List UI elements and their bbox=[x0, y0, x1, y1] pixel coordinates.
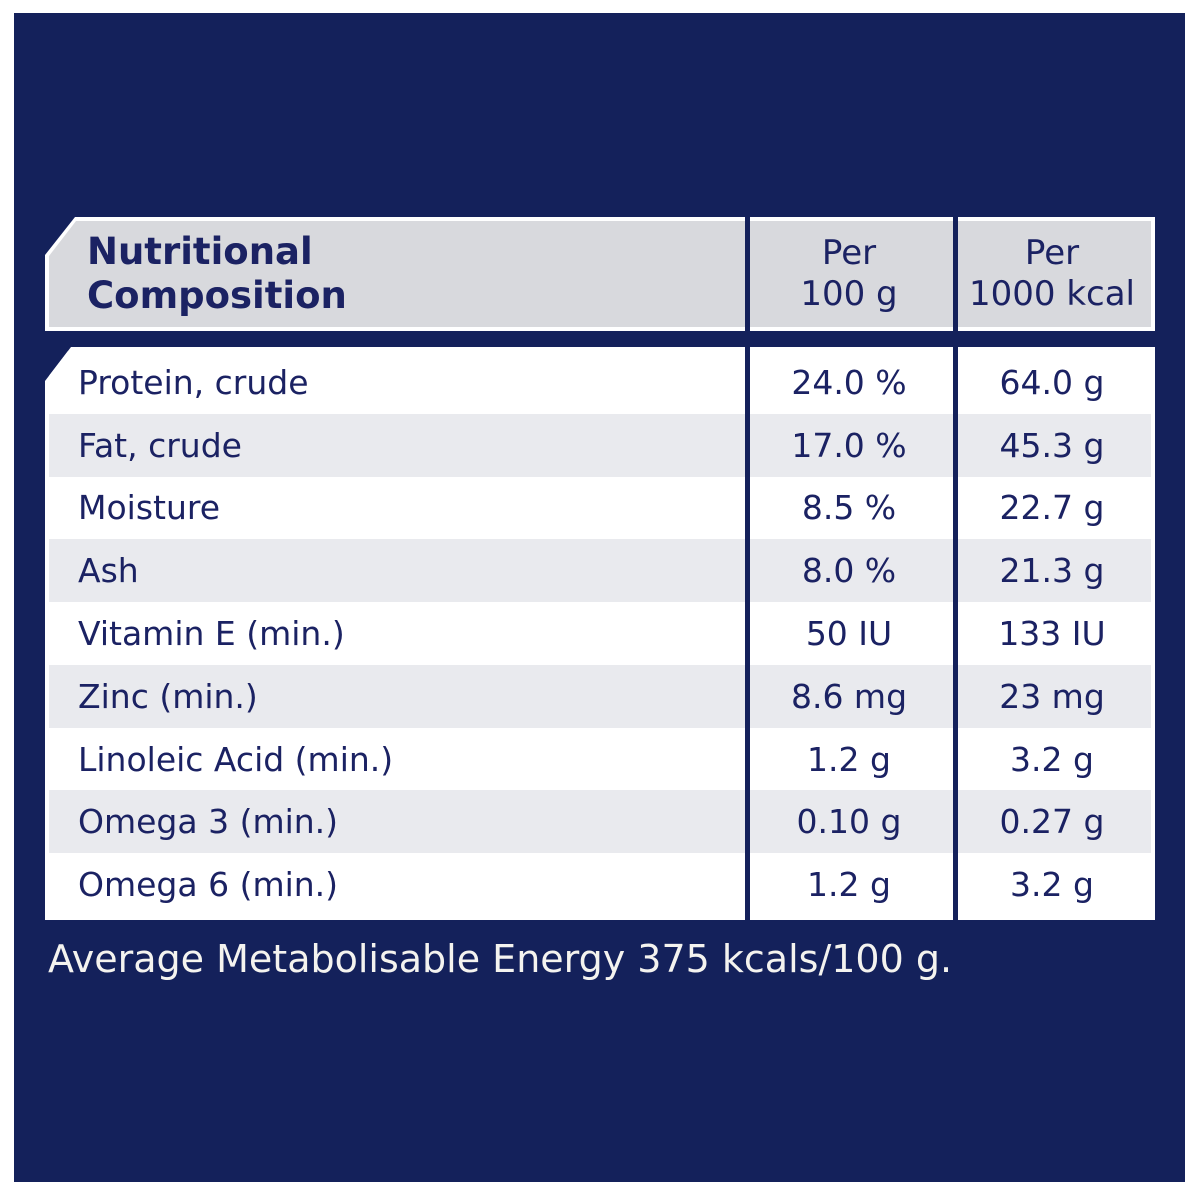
column-header-per-1000kcal: Per 1000 kcal bbox=[969, 232, 1135, 314]
row-per-1000kcal: 3.2 g bbox=[1010, 865, 1094, 905]
table-row: Ash 8.0 % 21.3 g bbox=[49, 539, 1151, 603]
table-row: Fat, crude 17.0 % 45.3 g bbox=[49, 413, 1151, 477]
row-per-100g: 1.2 g bbox=[807, 865, 891, 905]
table-rows: Protein, crude 24.0 % 64.0 g Fat, crude … bbox=[49, 351, 1151, 917]
metabolisable-energy-note: Average Metabolisable Energy 375 kcals/1… bbox=[48, 937, 953, 981]
row-per-100g: 8.0 % bbox=[801, 551, 897, 591]
table-header-inner: Nutritional Composition Per 100 g Per 10… bbox=[49, 221, 1151, 327]
column-header-per-100g: Per 100 g bbox=[800, 232, 898, 314]
body-column-divider-1 bbox=[745, 347, 750, 920]
table-title: Nutritional Composition bbox=[49, 230, 745, 317]
table-header: Nutritional Composition Per 100 g Per 10… bbox=[45, 217, 1155, 331]
row-per-100g: 24.0 % bbox=[791, 362, 907, 402]
row-per-100g: 8.6 mg bbox=[790, 676, 908, 716]
row-label: Moisture bbox=[78, 488, 221, 528]
table-row: Zinc (min.) 8.6 mg 23 mg bbox=[49, 664, 1151, 728]
row-per-1000kcal: 133 IU bbox=[998, 614, 1106, 654]
row-label: Zinc (min.) bbox=[78, 676, 258, 716]
body-column-divider-2 bbox=[953, 347, 958, 920]
row-per-100g: 17.0 % bbox=[791, 425, 907, 465]
row-per-100g: 50 IU bbox=[805, 614, 893, 654]
row-per-1000kcal: 64.0 g bbox=[999, 362, 1105, 402]
row-label: Fat, crude bbox=[78, 425, 242, 465]
row-per-1000kcal: 3.2 g bbox=[1010, 739, 1094, 779]
table-row: Omega 3 (min.) 0.10 g 0.27 g bbox=[49, 790, 1151, 854]
table-row: Vitamin E (min.) 50 IU 133 IU bbox=[49, 602, 1151, 665]
row-per-1000kcal: 22.7 g bbox=[999, 488, 1105, 528]
row-per-100g: 8.5 % bbox=[801, 488, 897, 528]
row-per-100g: 0.10 g bbox=[796, 802, 902, 842]
table-row: Linoleic Acid (min.) 1.2 g 3.2 g bbox=[49, 727, 1151, 791]
row-per-1000kcal: 0.27 g bbox=[999, 802, 1105, 842]
table-title-line1: Nutritional bbox=[87, 230, 313, 274]
row-label: Linoleic Acid (min.) bbox=[78, 739, 394, 779]
table-row: Moisture 8.5 % 22.7 g bbox=[49, 476, 1151, 540]
row-per-100g: 1.2 g bbox=[807, 739, 891, 779]
table-row: Protein, crude 24.0 % 64.0 g bbox=[49, 351, 1151, 414]
table-row: Omega 6 (min.) 1.2 g 3.2 g bbox=[49, 853, 1151, 917]
row-per-1000kcal: 21.3 g bbox=[999, 551, 1105, 591]
table-body: Protein, crude 24.0 % 64.0 g Fat, crude … bbox=[45, 347, 1155, 920]
row-label: Ash bbox=[78, 551, 139, 591]
row-per-1000kcal: 23 mg bbox=[999, 676, 1105, 716]
row-label: Omega 3 (min.) bbox=[78, 802, 339, 842]
row-label: Vitamin E (min.) bbox=[78, 614, 345, 654]
row-label: Omega 6 (min.) bbox=[78, 865, 339, 905]
row-label: Protein, crude bbox=[78, 362, 309, 402]
navy-panel: Nutritional Composition Per 100 g Per 10… bbox=[14, 13, 1185, 1182]
header-column-divider-2 bbox=[953, 217, 958, 331]
table-title-line2: Composition bbox=[87, 274, 347, 317]
row-per-1000kcal: 45.3 g bbox=[999, 425, 1105, 465]
header-column-divider-1 bbox=[745, 217, 750, 331]
